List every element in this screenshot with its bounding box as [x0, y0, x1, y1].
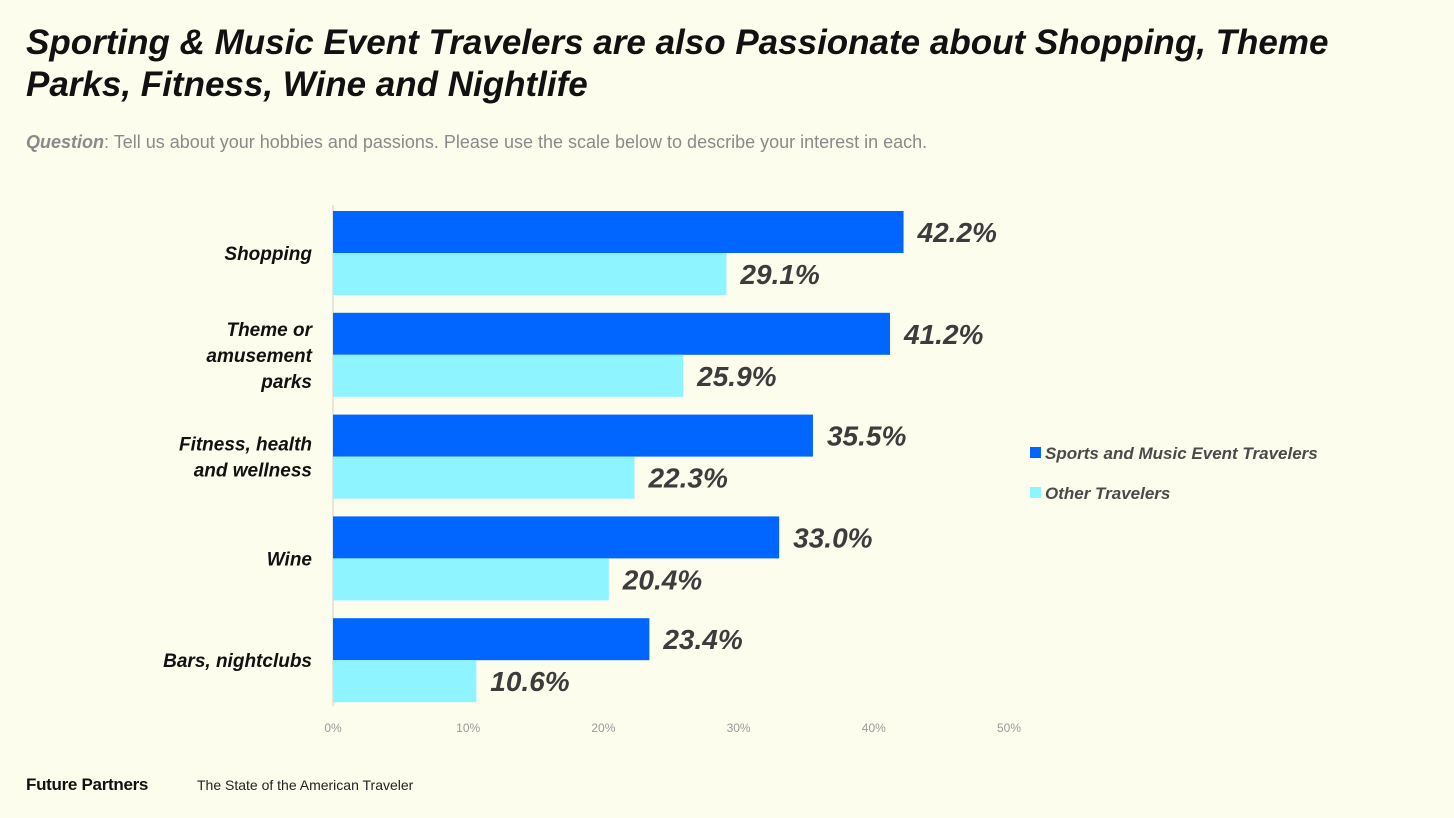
x-tick-label: 10% [456, 721, 480, 735]
category-label: Fitness, health and wellness [179, 435, 312, 482]
category-label: Theme or amusement parks [206, 320, 313, 393]
x-tick-label: 0% [324, 721, 342, 735]
page-title: Sporting & Music Event Travelers are als… [26, 23, 1329, 104]
data-label: 33.0% [793, 522, 872, 553]
question-label: Question [26, 132, 105, 152]
footer-subtitle: The State of the American Traveler [197, 777, 414, 793]
bar-event-travelers [333, 211, 904, 253]
legend-swatch [1030, 447, 1041, 458]
legend-swatch [1030, 487, 1041, 498]
x-tick-label: 40% [862, 721, 886, 735]
bar-event-travelers [333, 312, 891, 355]
x-tick-label: 30% [727, 721, 751, 735]
bar-other-travelers [333, 558, 609, 601]
footer-brand: Future Partners [26, 775, 149, 794]
category-label: Shopping [224, 244, 312, 265]
bar-other-travelers [333, 456, 635, 499]
bar-other-travelers [333, 253, 727, 295]
bar-other-travelers [333, 354, 684, 397]
data-label: 23.4% [662, 624, 742, 655]
bar-event-travelers [333, 618, 650, 661]
legend-label: Sports and Music Event Travelers [1045, 444, 1318, 463]
data-label: 22.3% [647, 463, 727, 494]
question-text: Question: Tell us about your hobbies and… [26, 132, 1426, 153]
data-label: 20.4% [622, 564, 702, 595]
x-tick-label: 50% [997, 721, 1021, 735]
legend-label: Other Travelers [1045, 484, 1170, 503]
data-label: 41.2% [903, 319, 983, 350]
bar-event-travelers [333, 516, 780, 559]
x-tick-label: 20% [591, 721, 615, 735]
bar-event-travelers [333, 414, 813, 457]
category-label: Bars, nightclubs [163, 651, 312, 672]
question-body: : Tell us about your hobbies and passion… [104, 132, 928, 152]
data-label: 42.2% [917, 217, 997, 248]
data-label: 35.5% [827, 421, 906, 452]
bar-other-travelers [333, 660, 477, 703]
data-label: 10.6% [490, 666, 569, 697]
category-label: Wine [267, 549, 313, 570]
data-label: 29.1% [739, 259, 819, 290]
data-label: 25.9% [696, 361, 776, 392]
